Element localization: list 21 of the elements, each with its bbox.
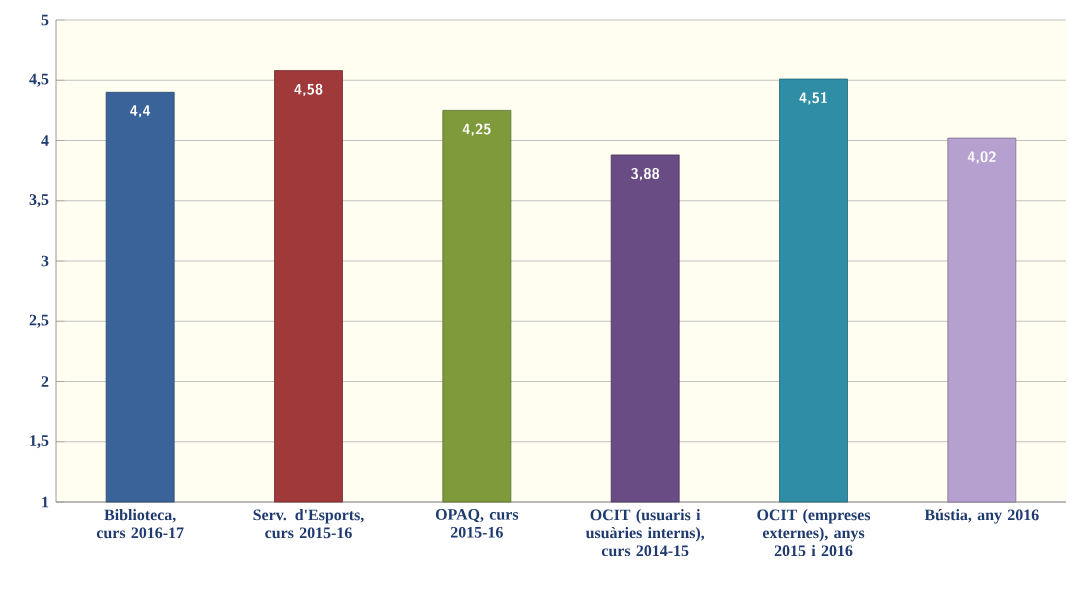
data-label: 4,51 [799, 92, 827, 105]
data-label: 4,58 [294, 83, 323, 96]
data-label: 3,88 [631, 168, 660, 181]
x-tick-label: Bústia, any 2016 [924, 509, 1039, 524]
y-tick-label: 4 [41, 135, 49, 146]
y-tick-label: 4,5 [29, 73, 49, 87]
y-tick-label: 1,5 [30, 435, 49, 449]
y-tick-label: 1 [42, 496, 49, 508]
x-tick-label: Serv. d'Esports, curs 2015-16 [253, 509, 364, 539]
y-tick-label: 2 [41, 376, 49, 387]
x-tick-label: OPAQ, curs 2015-16 [435, 509, 519, 538]
x-tick-label: OCIT (empreses externes), anys 2015 i 2016 [757, 509, 871, 557]
y-tick-label: 3,5 [29, 194, 49, 208]
x-tick-label: Biblioteca, curs 2016-17 [96, 509, 184, 539]
x-tick-label: OCIT (usuaris i usuàries interns), curs 2014-15 [585, 509, 705, 557]
data-label: 4,25 [462, 123, 491, 136]
y-tick-label: 5 [41, 14, 49, 26]
y-tick-label: 3 [41, 255, 49, 267]
y-tick-label: 2,5 [29, 314, 49, 328]
data-label: 4,02 [967, 151, 996, 164]
data-label: 4,4 [130, 105, 151, 118]
